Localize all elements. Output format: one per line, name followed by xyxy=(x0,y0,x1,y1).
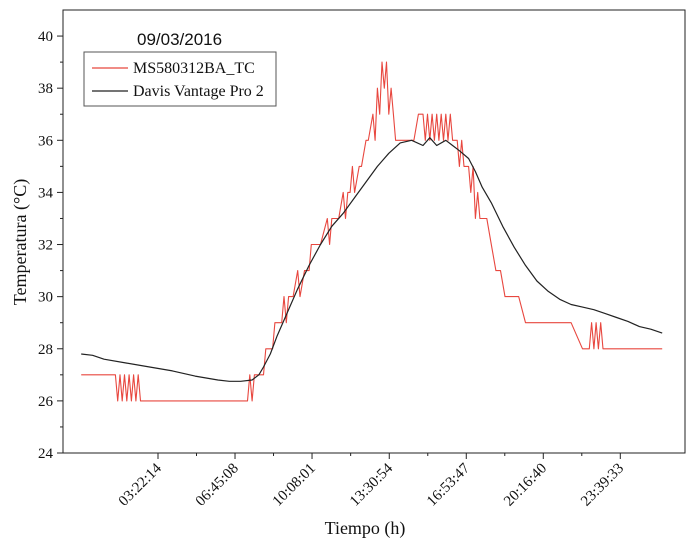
y-tick-label: 32 xyxy=(38,238,53,254)
legend-box xyxy=(83,51,277,107)
x-tick-label: 20:16:40 xyxy=(501,461,550,510)
x-tick-label: 06:45:08 xyxy=(193,461,242,510)
y-tick-label: 24 xyxy=(38,446,54,462)
y-tick-label: 36 xyxy=(38,133,54,149)
y-axis-title: Temperatura (°C) xyxy=(10,179,31,305)
x-tick-label: 03:22:14 xyxy=(116,460,165,509)
legend: MS580312BA_TC Davis Vantage Pro 2 xyxy=(83,51,277,107)
y-tick-label: 30 xyxy=(38,290,53,306)
y-tick-label: 34 xyxy=(38,185,54,201)
x-axis-title: Tiempo (h) xyxy=(325,518,406,539)
x-tick-label: 23:39:33 xyxy=(578,461,627,510)
plot-area xyxy=(62,9,686,454)
series-line-0 xyxy=(81,61,663,402)
y-tick-label: 40 xyxy=(38,29,53,45)
legend-label-davis: Davis Vantage Pro 2 xyxy=(133,83,264,100)
y-tick-label: 38 xyxy=(38,81,53,97)
x-tick-label: 13:30:54 xyxy=(347,460,396,509)
chart-title: 09/03/2016 xyxy=(137,30,222,49)
series-line-1 xyxy=(81,137,663,382)
y-tick-label: 28 xyxy=(38,342,53,358)
x-tick-label: 16:53:47 xyxy=(424,460,473,509)
x-tick-label: 10:08:01 xyxy=(270,461,319,510)
plot-frame xyxy=(62,9,686,454)
legend-label-ms580312ba: MS580312BA_TC xyxy=(133,60,255,77)
y-tick-label: 26 xyxy=(38,394,54,410)
